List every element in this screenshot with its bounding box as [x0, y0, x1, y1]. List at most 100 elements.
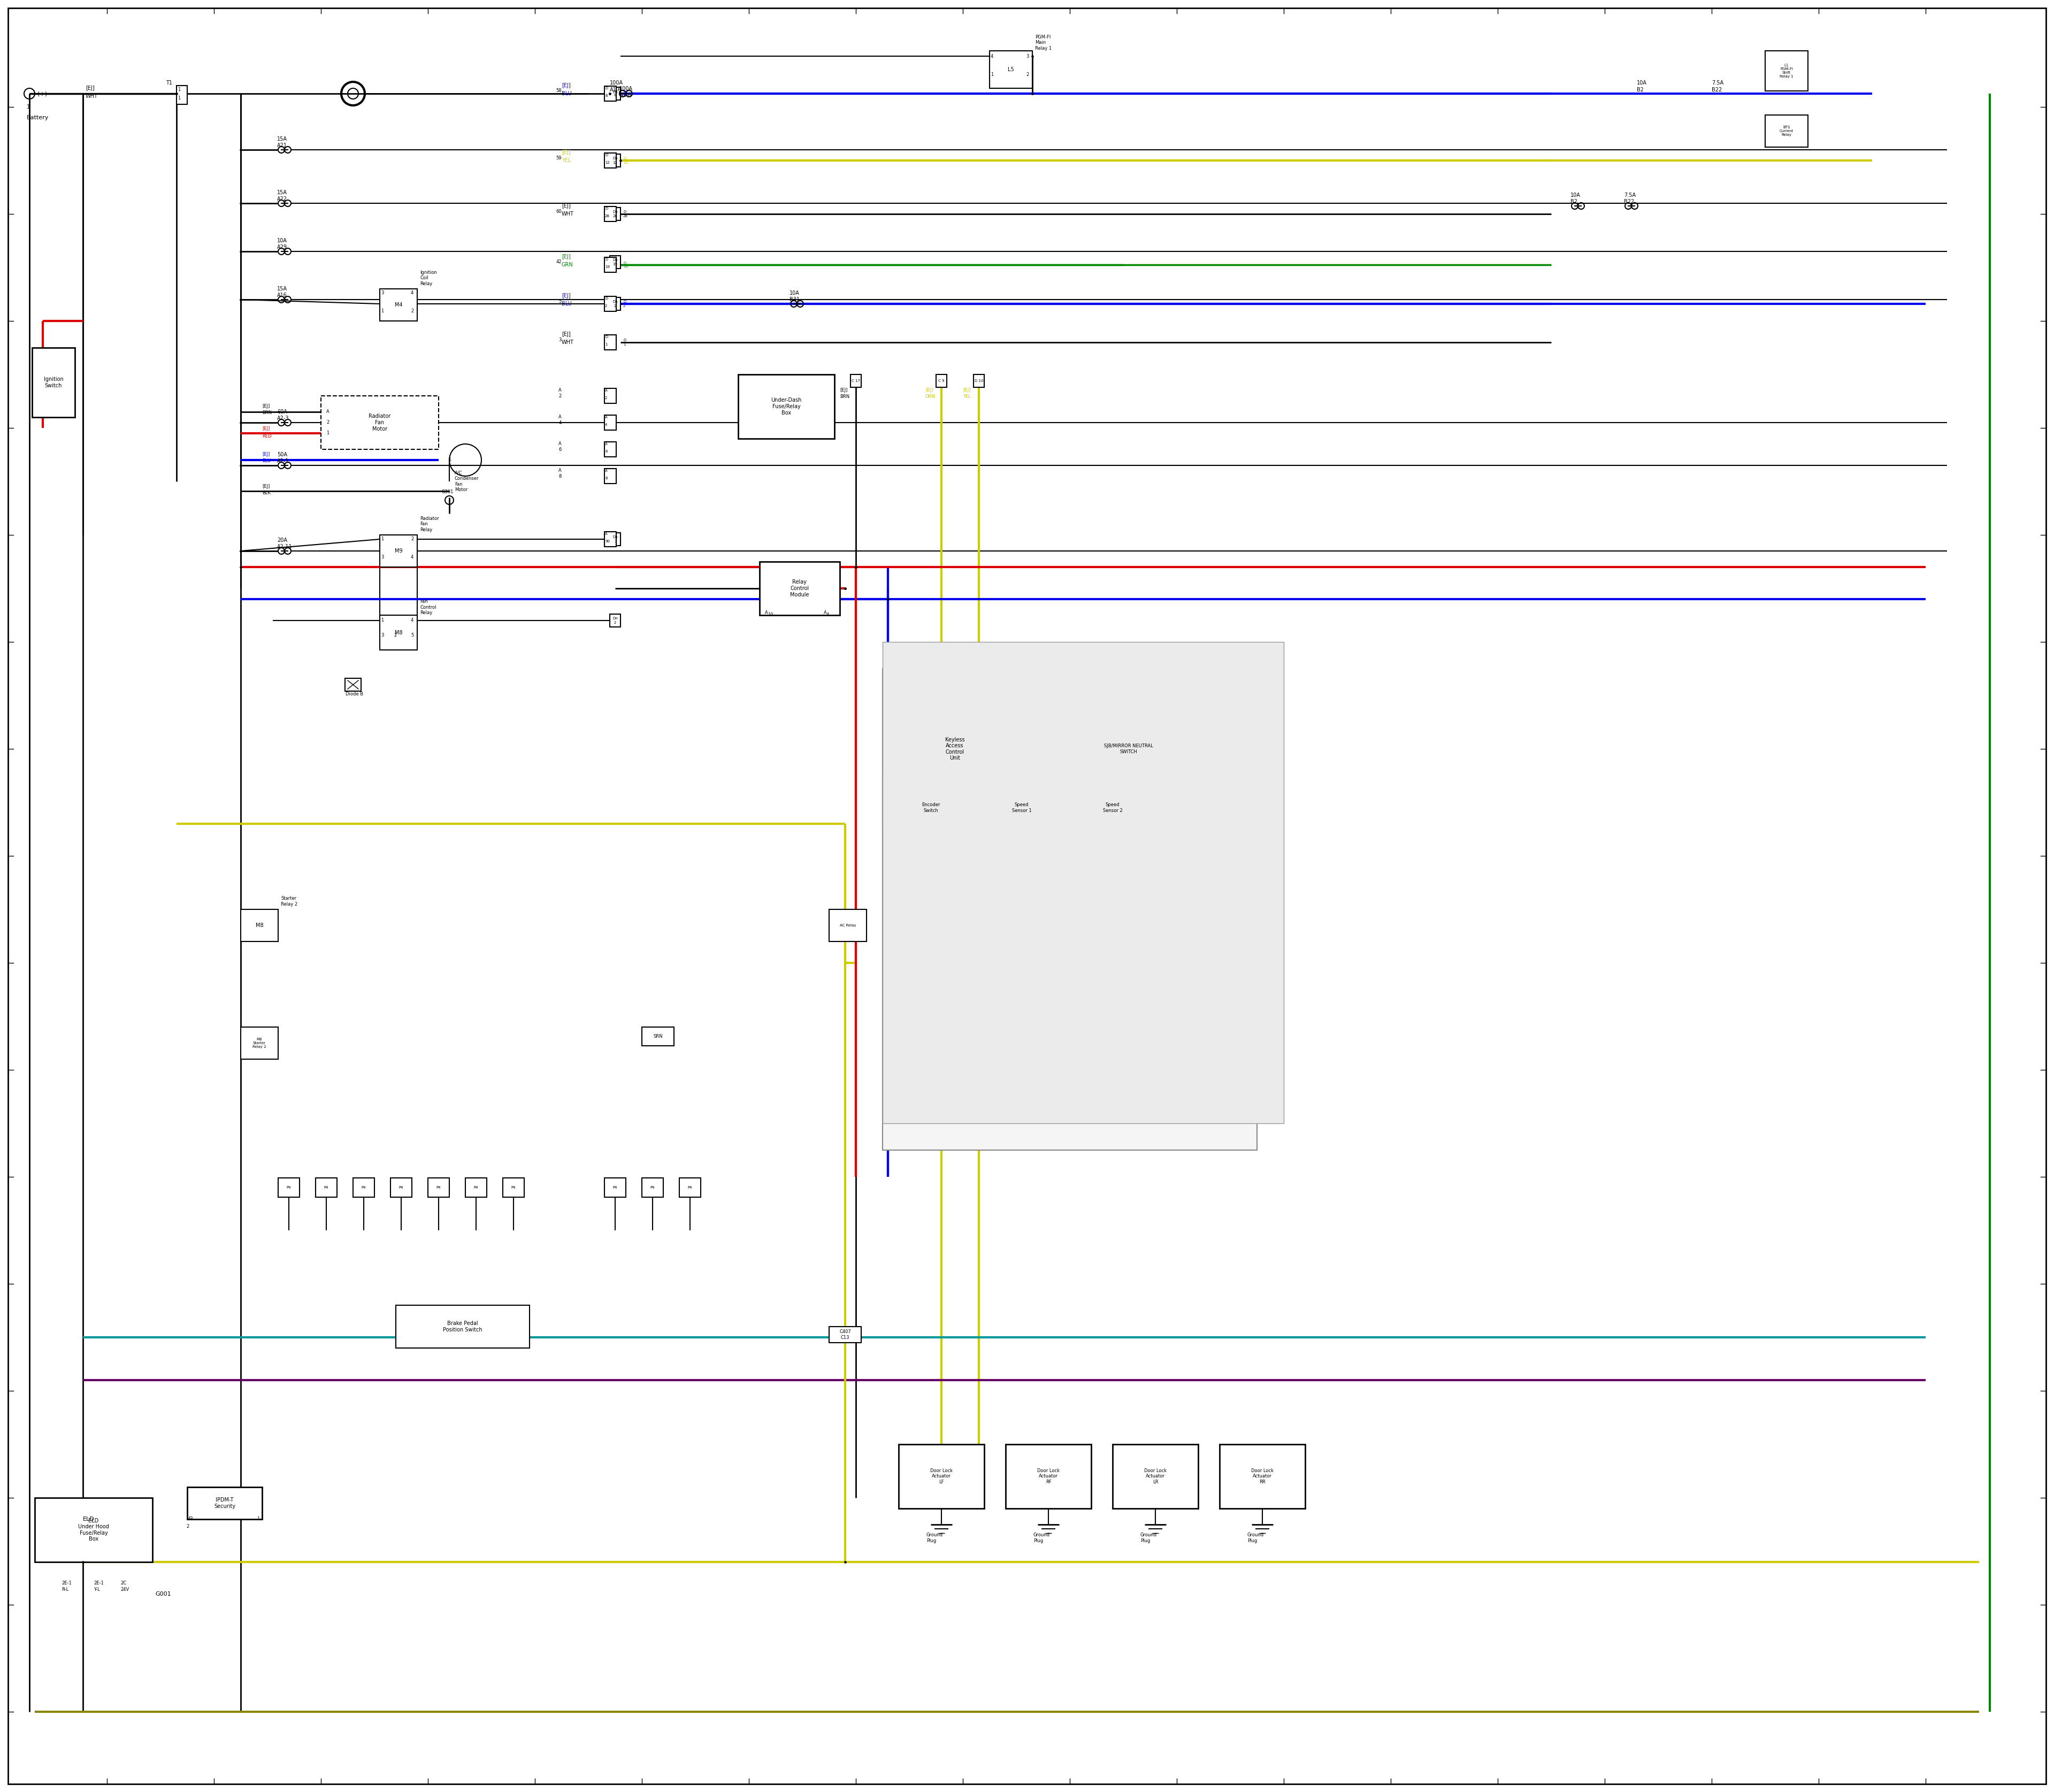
Bar [240, 1027, 277, 1059]
Bar [604, 389, 616, 403]
Text: P4: P4 [398, 1186, 403, 1190]
Text: A22: A22 [277, 197, 288, 202]
Text: 1: 1 [177, 95, 181, 100]
Text: GRN: GRN [561, 262, 573, 267]
Text: M8: M8 [255, 923, 263, 928]
Text: M4: M4 [394, 303, 403, 308]
Bar [760, 561, 840, 615]
Text: M3: M3 [187, 1516, 193, 1521]
Text: [EJ]: [EJ] [561, 254, 571, 260]
Text: 60: 60 [557, 210, 561, 213]
Text: PGM-FI
Main
Relay 1: PGM-FI Main Relay 1 [1035, 34, 1052, 50]
Text: D: D [606, 297, 608, 299]
Text: P4: P4 [362, 1186, 366, 1190]
Text: Dn
8: Dn 8 [612, 90, 618, 97]
Text: T1: T1 [166, 81, 173, 86]
Text: 19: 19 [606, 265, 610, 269]
Text: 24V: 24V [121, 1588, 129, 1593]
Text: A: A [606, 416, 608, 419]
Bar [390, 1177, 413, 1197]
Text: Dn
2: Dn 2 [612, 301, 618, 306]
Text: A
8: A 8 [559, 468, 561, 478]
Text: A21: A21 [277, 143, 288, 149]
Text: L5: L5 [1009, 66, 1015, 72]
Text: 42: 42 [557, 260, 561, 265]
Text: 2: 2 [327, 419, 329, 425]
Text: 1: 1 [327, 430, 329, 435]
Text: 4: 4 [411, 290, 413, 296]
Text: Relay
Control
Module: Relay Control Module [791, 579, 809, 597]
Text: 5: 5 [411, 633, 413, 638]
Text: A
4: A 4 [559, 414, 561, 425]
Bar [380, 289, 417, 321]
Bar [604, 443, 616, 457]
Text: D: D [606, 258, 608, 262]
Bar [610, 297, 620, 310]
Text: 2: 2 [606, 305, 608, 308]
Text: P4: P4 [435, 1186, 442, 1190]
Text: M8: M8 [394, 629, 403, 634]
Bar [610, 208, 620, 220]
Text: [EJ]: [EJ] [263, 452, 269, 457]
Text: D
19: D 19 [622, 262, 629, 269]
Bar [1087, 846, 1140, 867]
Bar [1113, 1444, 1197, 1509]
Text: Dn
28: Dn 28 [612, 210, 618, 217]
Text: M9: M9 [394, 548, 403, 554]
Bar [737, 375, 834, 439]
Text: [EJ]: [EJ] [86, 86, 94, 91]
Text: A1-6: A1-6 [610, 88, 622, 93]
Text: C407
C13: C407 C13 [840, 1330, 850, 1340]
Text: C 9: C 9 [939, 380, 945, 382]
Text: 6: 6 [606, 450, 608, 453]
Text: YEL: YEL [561, 158, 571, 163]
Text: D
2: D 2 [622, 301, 626, 306]
Text: D: D [606, 335, 608, 339]
Text: Encoder
Switch: Encoder Switch [922, 803, 941, 814]
Text: 4: 4 [606, 423, 608, 426]
Bar [883, 642, 1284, 1124]
Text: D: D [606, 154, 608, 156]
Bar [604, 468, 616, 484]
Text: 2: 2 [1025, 72, 1029, 77]
Bar [1764, 50, 1808, 91]
Text: 59: 59 [557, 156, 561, 159]
Text: 10A: 10A [789, 290, 799, 296]
Text: B22: B22 [1711, 88, 1721, 93]
Text: 8: 8 [606, 477, 608, 480]
Text: Speed
Sensor 2: Speed Sensor 2 [1103, 803, 1121, 814]
Text: BLU: BLU [263, 459, 271, 464]
Text: 2: 2 [411, 308, 413, 314]
Text: 3: 3 [1025, 54, 1029, 59]
Text: 3: 3 [380, 633, 384, 638]
Text: 10A: 10A [277, 238, 288, 244]
Text: 1: 1 [257, 1516, 259, 1521]
Text: 2E-1: 2E-1 [62, 1581, 72, 1586]
Text: M8
Starter
Relay 2: M8 Starter Relay 2 [253, 1038, 267, 1048]
Text: G001: G001 [156, 1591, 170, 1597]
Bar [610, 88, 620, 100]
Bar [240, 909, 277, 941]
Text: [EJ]: [EJ] [263, 405, 269, 409]
Text: Y-L: Y-L [94, 1588, 101, 1593]
Text: P4: P4 [612, 1186, 618, 1190]
Bar [396, 1305, 530, 1348]
Bar [1021, 846, 1074, 867]
Text: D: D [606, 208, 608, 210]
Bar [427, 1177, 450, 1197]
Text: Radiator
Fan
Relay: Radiator Fan Relay [419, 516, 440, 532]
Text: L1
PGM-FI
Shift
Relay 1: L1 PGM-FI Shift Relay 1 [1779, 65, 1793, 79]
Text: R-L: R-L [62, 1588, 68, 1593]
Text: BLU: BLU [561, 91, 571, 97]
Bar [35, 1498, 152, 1563]
Bar [277, 1177, 300, 1197]
Text: 15A: 15A [277, 190, 288, 195]
Bar [1006, 1444, 1091, 1509]
Text: Door Lock
Actuator
RR: Door Lock Actuator RR [1251, 1468, 1273, 1484]
Bar [887, 674, 1021, 824]
Text: Dn
1: Dn 1 [612, 536, 618, 543]
Text: 2C: 2C [121, 1581, 125, 1586]
Bar [937, 375, 947, 387]
Text: Door Lock
Actuator
RF: Door Lock Actuator RF [1037, 1468, 1060, 1484]
Text: D
1: D 1 [622, 339, 626, 346]
